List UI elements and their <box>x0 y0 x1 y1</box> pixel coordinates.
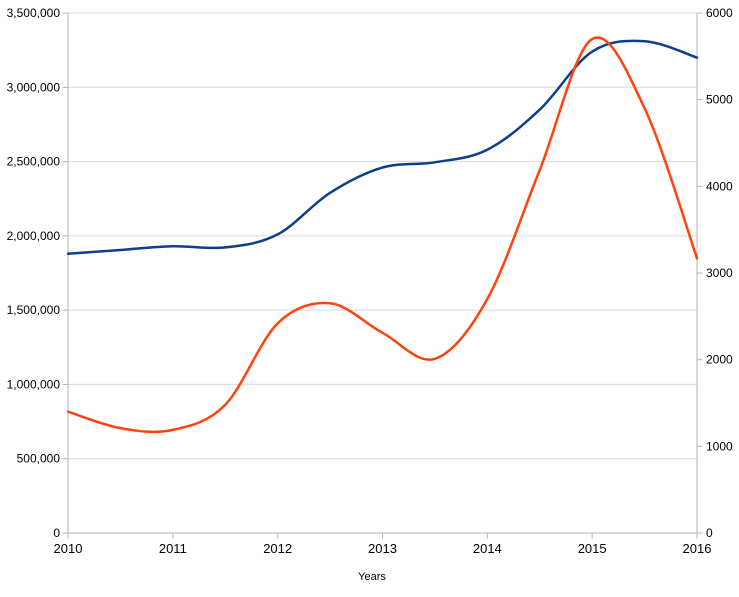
right-axis-tick-label: 5000 <box>706 93 733 107</box>
right-axis-tick-label: 2000 <box>706 353 733 367</box>
x-axis-tick-label: 2012 <box>263 541 292 556</box>
left-axis-tick-label: 1,000,000 <box>7 377 61 391</box>
data-series <box>66 36 699 434</box>
left-axis-tick-label: 0 <box>53 526 60 540</box>
blue-series-line <box>66 39 699 255</box>
gridlines <box>68 12 697 460</box>
right-axis-tick-label: 4000 <box>706 179 733 193</box>
x-axis-tick-label: 2013 <box>368 541 397 556</box>
axis-lines <box>67 13 698 534</box>
x-axis-tick-label: 2015 <box>578 541 607 556</box>
axis-ticks <box>62 12 703 539</box>
right-axis-tick-label: 0 <box>706 526 713 540</box>
x-axis-tick-label: 2011 <box>159 541 187 556</box>
right-axis-tick-label: 6000 <box>706 6 733 20</box>
right-axis-tick-label: 3000 <box>706 266 733 280</box>
x-axis-tick-label: 2014 <box>473 541 502 556</box>
axis-labels: 0 500,000 1,000,000 1,500,000 2,000,000 2,500… <box>7 6 733 556</box>
x-axis-title: Years <box>358 571 386 583</box>
x-axis-tick-label: 2016 <box>683 541 712 556</box>
right-axis-tick-label: 1000 <box>706 439 733 453</box>
left-axis-tick-label: 3,500,000 <box>7 6 61 20</box>
left-axis-tick-label: 2,500,000 <box>7 155 61 169</box>
left-axis-tick-label: 3,000,000 <box>7 80 61 94</box>
left-axis-tick-label: 500,000 <box>17 452 61 466</box>
left-axis-tick-label: 1,500,000 <box>7 303 61 317</box>
red-series-line <box>66 36 699 434</box>
x-axis-tick-label: 2010 <box>54 541 83 556</box>
left-axis-tick-label: 2,000,000 <box>7 229 61 243</box>
